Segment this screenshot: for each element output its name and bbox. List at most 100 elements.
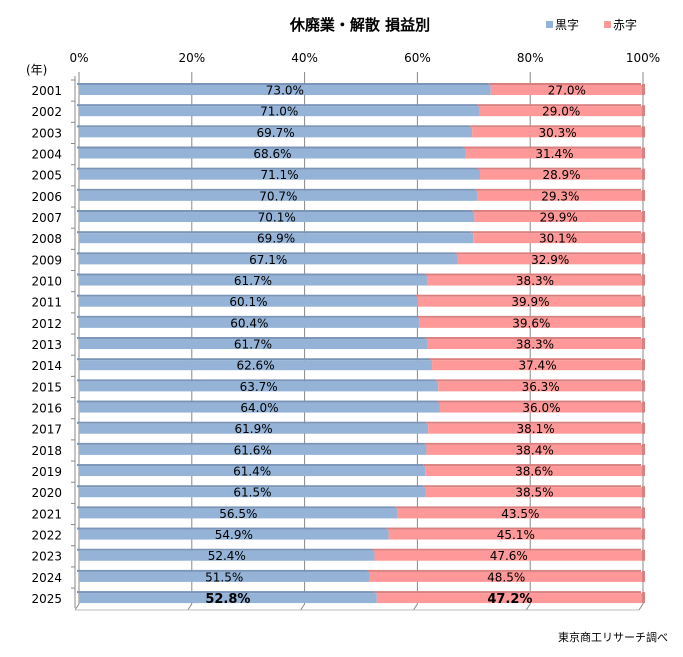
bar-top-face: [455, 252, 641, 255]
bar-top-face: [472, 210, 641, 213]
data-label: 29.0%: [542, 105, 580, 119]
y-tick-label: 2022: [31, 529, 62, 543]
y-tick-label: 2024: [31, 571, 62, 585]
source-note: 東京商工リサーチ調べ: [558, 630, 668, 644]
bar-black-segment: [79, 275, 427, 286]
bar-red-segment: [472, 127, 643, 138]
bar-red-segment: [426, 339, 643, 350]
bar-top-face: [463, 146, 641, 149]
data-label: 38.6%: [515, 465, 553, 479]
bar-top-face: [77, 421, 427, 424]
bar-top-face: [426, 421, 641, 424]
bar-top-face: [424, 337, 641, 340]
bar-black-segment: [79, 254, 458, 265]
data-label: 51.5%: [205, 570, 243, 584]
bar-top-face: [77, 527, 387, 530]
bar-red-segment: [397, 508, 643, 519]
bar-top-face: [77, 400, 438, 403]
bar-top-face: [77, 146, 464, 149]
bar-top-face: [77, 188, 476, 191]
data-label: 71.0%: [260, 105, 298, 119]
bar-black-segment: [79, 466, 426, 477]
bar-top-face: [77, 569, 368, 572]
data-label: 29.3%: [541, 189, 579, 203]
x-tick-label: 20%: [178, 51, 205, 65]
bar-top-face: [372, 548, 641, 551]
data-label: 32.9%: [531, 253, 569, 267]
bar-red-segment: [490, 85, 643, 95]
bar-black-segment: [79, 212, 475, 223]
bar-end-cap: [642, 84, 645, 95]
bar-top-face: [471, 231, 641, 234]
bar-red-segment: [376, 593, 643, 604]
gridline-foot: [412, 603, 418, 611]
bar-top-face: [77, 591, 375, 594]
data-label: 64.0%: [240, 401, 278, 415]
bar-end-cap: [642, 316, 645, 328]
bar-black-segment: [79, 148, 466, 159]
y-tick-label: 2025: [31, 592, 62, 606]
bar-black-segment: [79, 317, 420, 328]
y-tick-label: 2020: [31, 486, 62, 500]
data-label: 60.4%: [230, 316, 268, 330]
bar-top-face: [77, 231, 472, 234]
bar-top-face: [77, 485, 424, 488]
bar-top-face: [77, 358, 431, 361]
data-label: 30.1%: [539, 232, 577, 246]
bar-top-face: [77, 83, 489, 85]
x-tick-label: 100%: [626, 51, 660, 65]
y-tick-label: 2012: [31, 317, 62, 331]
bar-black-segment: [79, 233, 474, 244]
bar-red-segment: [474, 212, 643, 223]
data-label: 38.4%: [516, 443, 554, 457]
data-label: 63.7%: [240, 380, 278, 394]
bar-black-segment: [79, 593, 377, 604]
bar-red-segment: [388, 529, 643, 540]
y-tick-label: 2005: [31, 169, 62, 183]
bar-end-cap: [642, 232, 645, 244]
bar-top-face: [77, 337, 425, 340]
bar-top-face: [423, 464, 641, 467]
data-label: 48.5%: [487, 570, 525, 584]
bar-black-segment: [79, 360, 433, 371]
bar-top-face: [77, 273, 425, 276]
bar-red-segment: [428, 423, 643, 434]
data-label: 61.9%: [234, 422, 272, 436]
data-label: 37.4%: [518, 359, 556, 373]
bar-end-cap: [642, 168, 645, 180]
bar-end-cap: [642, 422, 645, 434]
data-label: 60.1%: [229, 295, 267, 309]
bar-red-segment: [480, 169, 643, 180]
bar-end-cap: [642, 189, 645, 201]
y-tick-label: 2018: [31, 444, 62, 458]
bar-red-segment: [425, 487, 643, 498]
bar-black-segment: [79, 550, 375, 561]
y-tick-label: 2004: [31, 148, 62, 162]
bar-end-cap: [642, 486, 645, 498]
data-label: 52.4%: [208, 549, 246, 563]
bar-red-segment: [426, 444, 643, 455]
bar-top-face: [77, 379, 437, 382]
bar-top-face: [77, 104, 478, 107]
bar-end-cap: [642, 105, 645, 117]
bar-top-face: [77, 167, 479, 170]
bar-red-segment: [477, 190, 643, 201]
bar-top-face: [424, 273, 641, 276]
bar-black-segment: [79, 423, 429, 434]
bar-top-face: [477, 104, 641, 107]
bar-top-face: [374, 591, 641, 594]
y-tick-label: 2023: [31, 550, 62, 564]
bar-top-face: [77, 125, 471, 128]
y-tick-label: 2009: [31, 253, 62, 267]
data-label: 56.5%: [219, 507, 257, 521]
gridline-foot: [638, 603, 644, 611]
bar-black-segment: [79, 106, 480, 117]
bar-top-face: [77, 315, 418, 318]
legend-swatch-red: [604, 21, 611, 28]
data-label: 39.6%: [512, 316, 550, 330]
data-label: 38.3%: [516, 338, 554, 352]
data-label: 30.3%: [538, 126, 576, 140]
data-label: 71.1%: [260, 168, 298, 182]
bar-top-face: [423, 485, 641, 488]
data-label: 67.1%: [249, 253, 287, 267]
